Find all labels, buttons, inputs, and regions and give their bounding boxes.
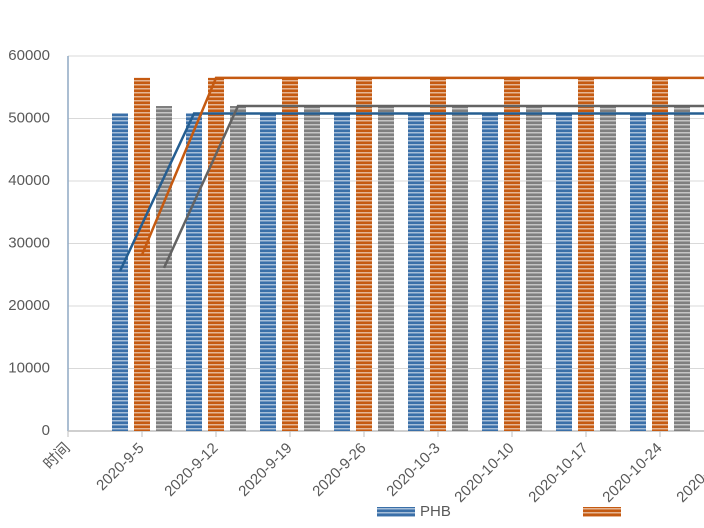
bar <box>334 113 350 431</box>
y-tick-label: 30000 <box>8 234 50 251</box>
bar <box>652 77 668 431</box>
x-tick-label: 2020-9-19 <box>235 440 295 500</box>
bar <box>304 106 320 431</box>
bar <box>430 77 446 431</box>
y-tick-label: 40000 <box>8 172 50 189</box>
bar <box>112 113 128 431</box>
bar <box>556 113 572 431</box>
bar <box>356 77 372 431</box>
bar <box>260 113 276 431</box>
bar <box>674 106 690 431</box>
legend-swatch <box>377 507 415 517</box>
bar <box>600 106 616 431</box>
line <box>162 104 704 269</box>
x-tick-label: 时间 <box>40 440 73 473</box>
x-tick-label: 2020-9-5 <box>93 440 147 494</box>
line <box>140 76 704 256</box>
x-tick-label: 2020-10-17 <box>525 440 591 506</box>
legend-label: PHB <box>420 503 451 520</box>
x-tick-label: 2020-10-24 <box>599 440 665 506</box>
x-tick-label: 2020-9-26 <box>309 440 369 500</box>
bar <box>578 77 594 431</box>
bar <box>452 106 468 431</box>
line <box>118 112 704 272</box>
y-tick-label: 20000 <box>8 297 50 314</box>
bar <box>526 106 542 431</box>
x-tick-label: 2020-10-31 <box>673 440 704 506</box>
bar <box>408 113 424 431</box>
bar <box>482 113 498 431</box>
bar <box>208 77 224 431</box>
y-tick-label: 60000 <box>8 47 50 64</box>
bar <box>504 77 520 431</box>
legend-swatch <box>583 507 621 517</box>
bar <box>156 106 172 431</box>
x-tick-label: 2020-10-10 <box>451 440 517 506</box>
y-tick-label: 10000 <box>8 359 50 376</box>
bar <box>630 113 646 431</box>
bar <box>282 77 298 431</box>
y-tick-label: 50000 <box>8 109 50 126</box>
bar <box>186 113 202 431</box>
y-tick-label: 0 <box>42 422 50 439</box>
x-tick-label: 2020-10-3 <box>383 440 443 500</box>
bar <box>378 106 394 431</box>
x-tick-label: 2020-9-12 <box>161 440 221 500</box>
bar <box>230 106 246 431</box>
